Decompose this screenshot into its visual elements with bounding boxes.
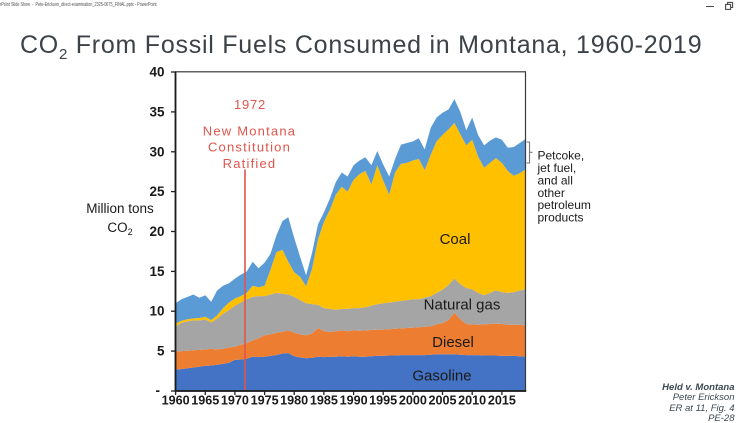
svg-text:and all: and all [538, 173, 573, 187]
svg-text:jet fuel,: jet fuel, [537, 161, 577, 175]
svg-text:25: 25 [149, 184, 165, 199]
svg-text:15: 15 [149, 264, 165, 279]
svg-text:2015: 2015 [488, 394, 516, 408]
svg-text:Petcoke,: Petcoke, [538, 149, 585, 163]
svg-text:1995: 1995 [369, 394, 397, 408]
svg-text:petroleum: petroleum [538, 198, 591, 212]
svg-text:2010: 2010 [458, 394, 486, 408]
svg-text:40: 40 [149, 65, 164, 80]
svg-text:1985: 1985 [310, 394, 338, 408]
svg-text:1990: 1990 [340, 394, 368, 408]
svg-text:20: 20 [149, 224, 164, 239]
svg-text:2005: 2005 [428, 394, 456, 408]
svg-text:10: 10 [149, 304, 164, 319]
svg-text:Gasoline: Gasoline [412, 368, 471, 385]
svg-text:other: other [538, 186, 565, 200]
svg-text:30: 30 [149, 144, 164, 159]
svg-text:1965: 1965 [191, 394, 219, 408]
svg-text:2000: 2000 [399, 394, 427, 408]
svg-text:1960: 1960 [162, 394, 190, 408]
svg-text:5: 5 [157, 344, 165, 359]
svg-text:Diesel: Diesel [432, 334, 474, 351]
svg-text:Ratified: Ratified [223, 156, 277, 171]
svg-text:Coal: Coal [440, 231, 471, 248]
svg-text:1972: 1972 [234, 97, 266, 112]
svg-text:-: - [156, 383, 161, 398]
svg-text:Million tons: Million tons [86, 201, 154, 216]
svg-text:Constitution: Constitution [208, 140, 291, 155]
svg-text:1970: 1970 [221, 394, 249, 408]
svg-text:1975: 1975 [251, 394, 279, 408]
svg-text:New Montana: New Montana [203, 124, 296, 139]
svg-text:1980: 1980 [280, 394, 308, 408]
svg-text:CO2: CO2 [107, 220, 132, 237]
svg-text:35: 35 [149, 104, 165, 119]
svg-text:products: products [538, 211, 584, 225]
svg-text:Natural gas: Natural gas [424, 297, 501, 314]
